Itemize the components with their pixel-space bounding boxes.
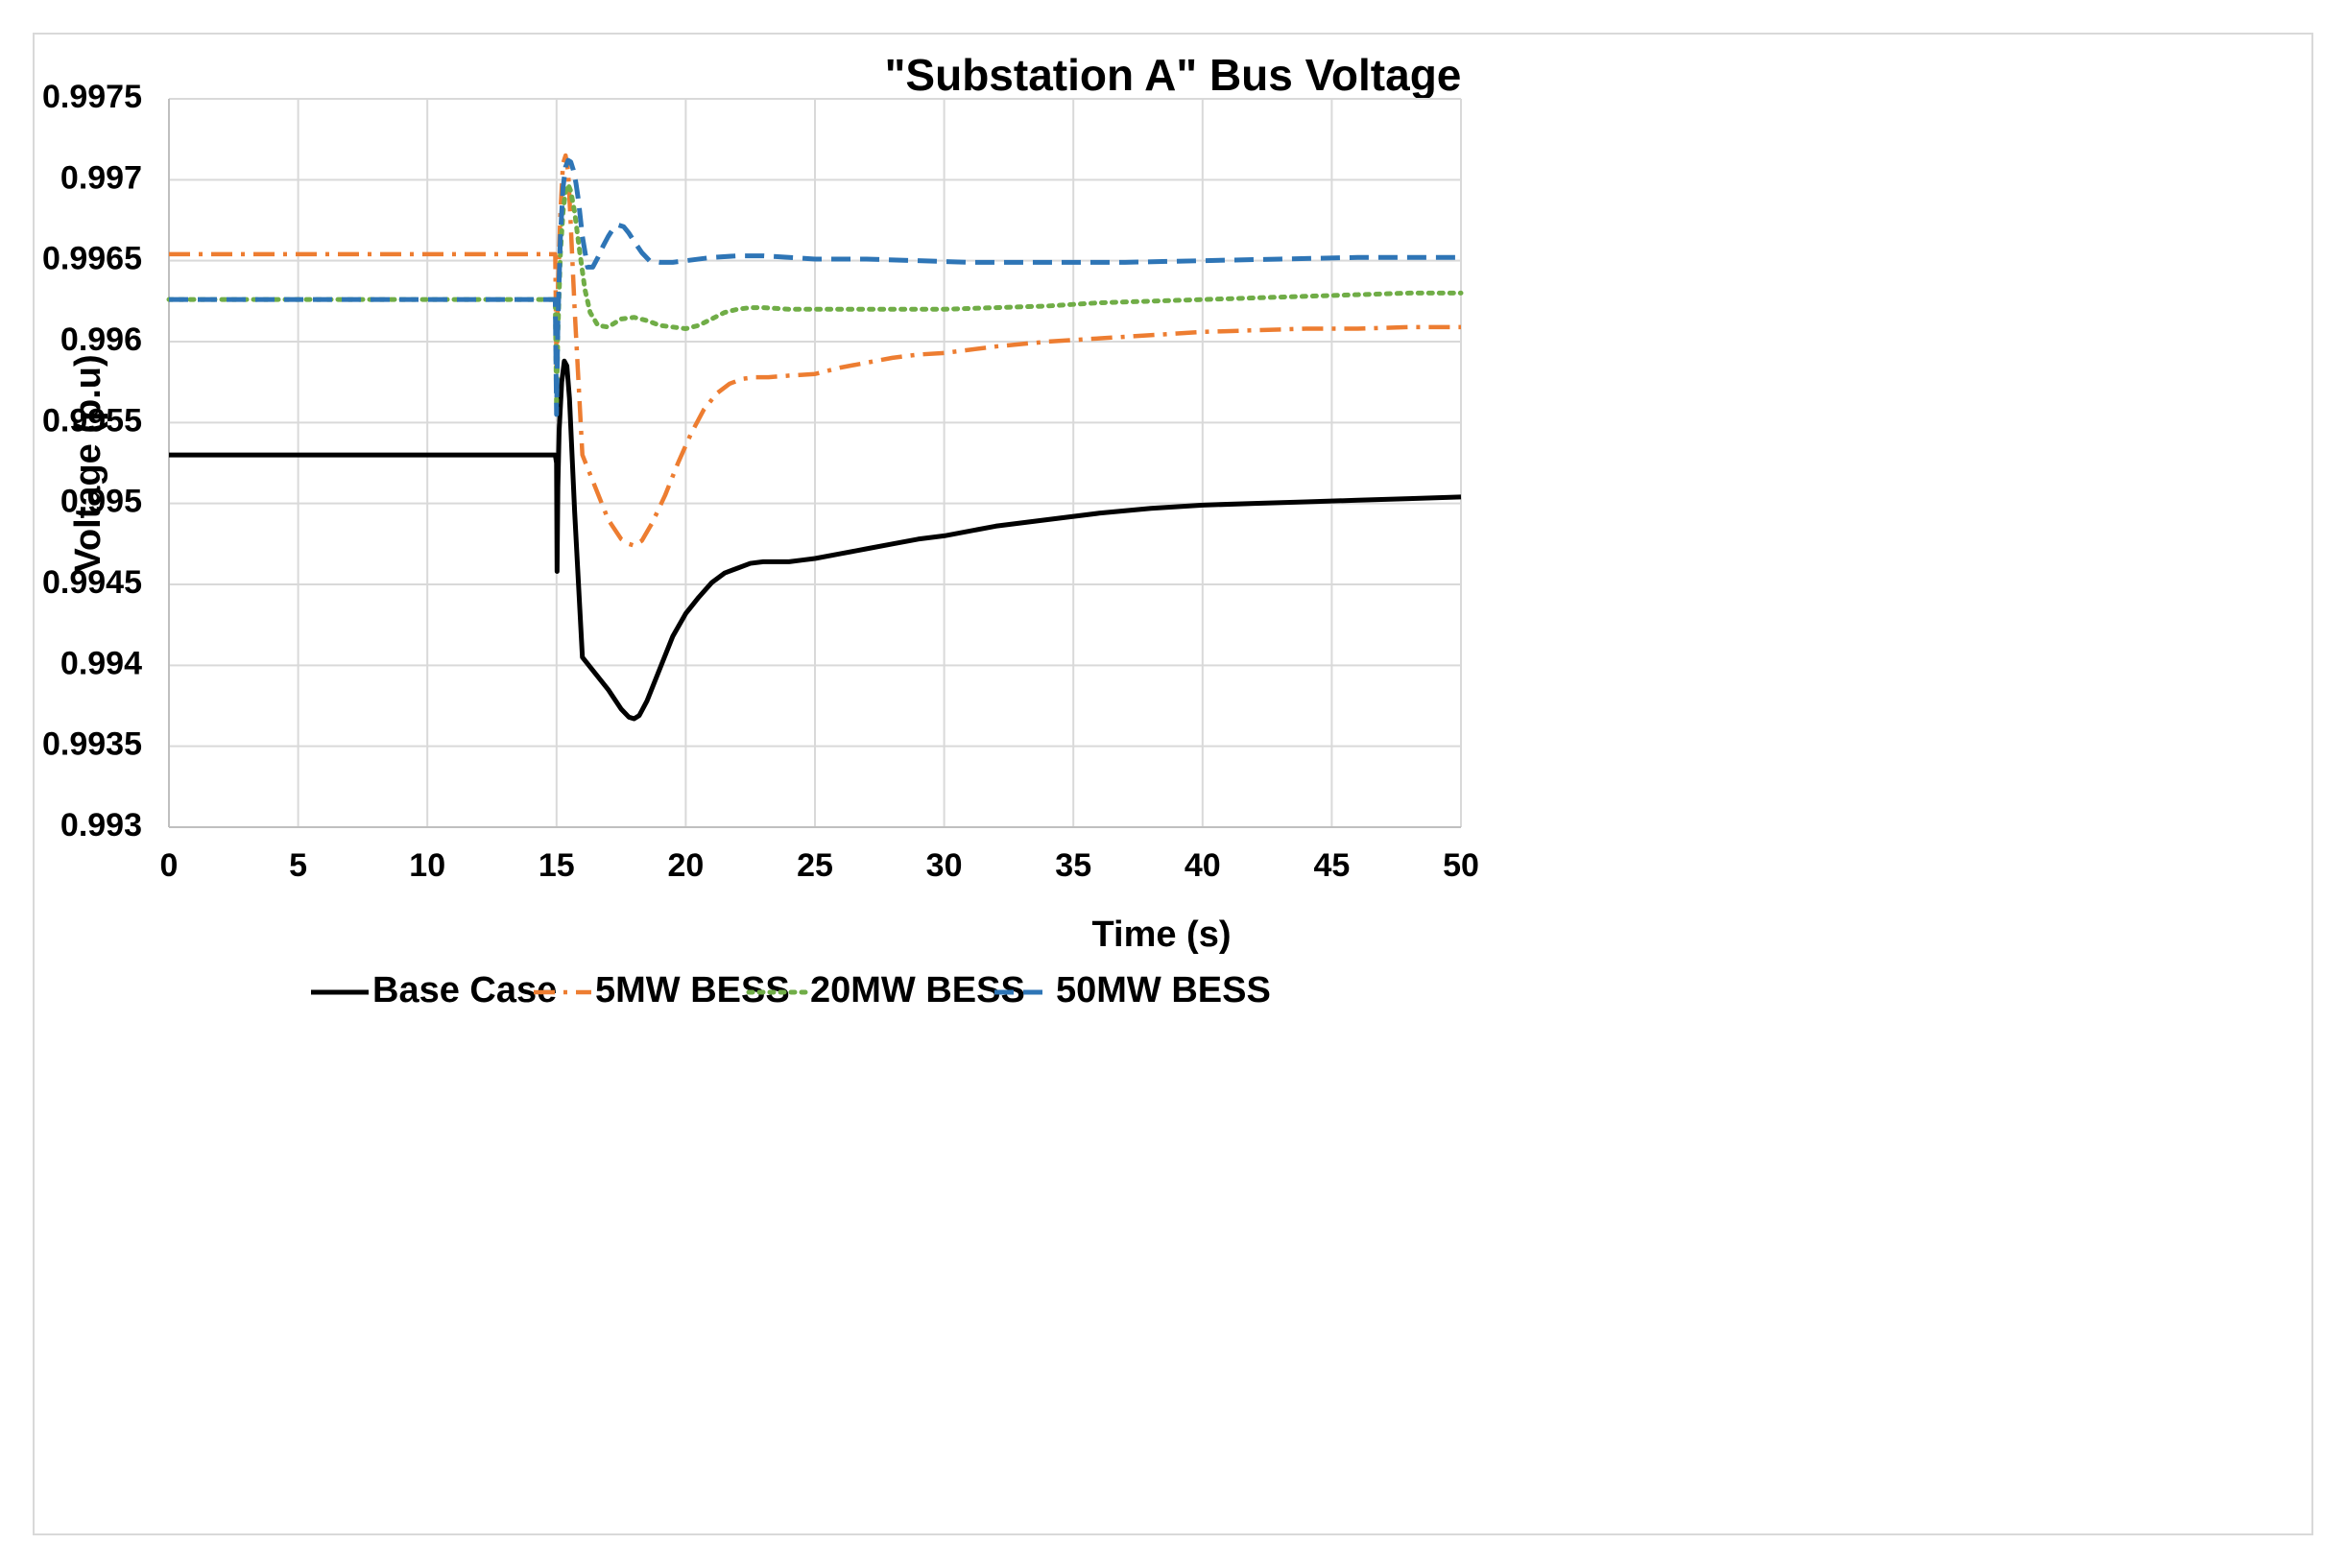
x-tick-label: 30 (926, 847, 963, 884)
x-tick-label: 15 (539, 847, 575, 884)
series-line-base-case (169, 358, 1462, 722)
x-tick-label: 5 (289, 847, 307, 884)
y-tick-label: 0.993 (60, 807, 142, 843)
series-line-20mw-bess (166, 181, 1464, 409)
x-tick-label: 25 (797, 847, 833, 884)
y-tick-label: 0.9965 (42, 241, 142, 277)
series-line-50mw-bess (169, 157, 1461, 417)
x-tick-label: 45 (1313, 847, 1350, 884)
line-chart: "Substation A" Bus Voltage 0.9930.99350.… (42, 50, 1479, 1010)
x-tick-label: 35 (1055, 847, 1091, 884)
y-tick-label: 0.9935 (42, 726, 142, 763)
legend-label: Base Case (372, 970, 557, 1010)
x-tick-label: 10 (409, 847, 445, 884)
x-axis-title: Time (s) (1091, 915, 1231, 955)
legend-label: 50MW BESS (1056, 970, 1271, 1010)
y-tick-label: 0.9955 (42, 402, 142, 439)
gridlines (169, 98, 1462, 827)
y-tick-label: 0.997 (60, 159, 142, 196)
chart-title: "Substation A" Bus Voltage (885, 50, 1462, 100)
x-tick-label: 0 (160, 847, 179, 884)
legend-label: 20MW BESS (810, 970, 1025, 1010)
series-line-5mw-bess (169, 153, 1461, 548)
legend-label: 5MW BESS (595, 970, 790, 1010)
legend: Base Case 5MW BESS 20MW BESS 50MW BESS (311, 970, 1271, 1010)
y-tick-label: 0.9945 (42, 564, 142, 601)
chart-frame: "Substation A" Bus Voltage 0.993 0.9935 0.… (33, 33, 2313, 1535)
y-tick-label: 0.994 (60, 645, 142, 681)
x-tick-label: 20 (667, 847, 704, 884)
y-tick-label: 0.996 (60, 321, 142, 358)
x-tick-label: 50 (1443, 847, 1479, 884)
x-tick-label: 40 (1185, 847, 1221, 884)
y-tick-label: 0.995 (60, 484, 142, 520)
tick-labels: 0.993 0.9935 0.994 0.9945 0.995 0.9955 0.996 0.… (42, 79, 1479, 884)
y-tick-label: 0.9975 (42, 79, 142, 115)
axes (168, 99, 1461, 828)
series-lines (166, 153, 1464, 722)
y-axis-title: Voltage (p.u) (68, 354, 108, 572)
